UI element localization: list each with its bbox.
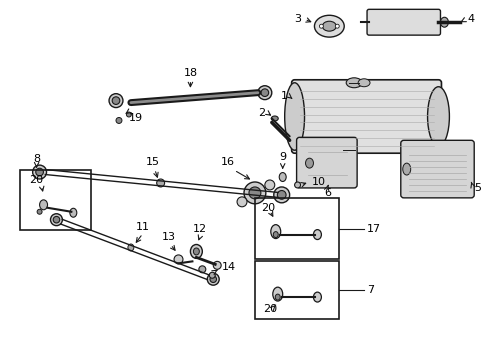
- Text: 2: 2: [257, 108, 264, 117]
- Circle shape: [36, 168, 43, 176]
- Text: 10: 10: [311, 177, 325, 187]
- Text: 11: 11: [136, 222, 149, 231]
- Ellipse shape: [313, 230, 321, 239]
- Ellipse shape: [357, 79, 369, 87]
- Ellipse shape: [273, 231, 278, 238]
- Ellipse shape: [40, 200, 47, 210]
- Ellipse shape: [213, 261, 221, 269]
- Ellipse shape: [346, 78, 361, 88]
- Bar: [254, 198, 339, 260]
- FancyBboxPatch shape: [366, 9, 440, 35]
- Text: 9: 9: [279, 152, 285, 162]
- Ellipse shape: [284, 83, 304, 150]
- Circle shape: [33, 165, 46, 179]
- Ellipse shape: [305, 158, 313, 168]
- Text: 1: 1: [280, 91, 287, 101]
- Circle shape: [277, 190, 285, 199]
- Text: 7: 7: [366, 285, 373, 295]
- Ellipse shape: [70, 208, 77, 217]
- Ellipse shape: [335, 24, 339, 28]
- Ellipse shape: [126, 112, 131, 117]
- Text: 12: 12: [193, 224, 207, 234]
- Text: 19: 19: [129, 113, 142, 122]
- Text: 20: 20: [29, 175, 43, 185]
- Circle shape: [261, 89, 268, 96]
- Ellipse shape: [272, 287, 282, 301]
- Ellipse shape: [271, 116, 278, 121]
- Circle shape: [273, 187, 289, 203]
- Text: 13: 13: [161, 231, 175, 242]
- Ellipse shape: [322, 21, 336, 31]
- Ellipse shape: [237, 197, 246, 207]
- Ellipse shape: [402, 163, 410, 175]
- Text: 15: 15: [145, 157, 160, 167]
- Ellipse shape: [275, 294, 280, 300]
- Circle shape: [112, 97, 120, 104]
- Text: 5: 5: [473, 183, 480, 193]
- Bar: [254, 261, 339, 319]
- Ellipse shape: [279, 172, 285, 181]
- FancyBboxPatch shape: [296, 137, 356, 188]
- Text: 6: 6: [323, 188, 330, 198]
- Ellipse shape: [270, 225, 280, 239]
- Ellipse shape: [193, 248, 199, 255]
- Ellipse shape: [343, 146, 354, 154]
- Ellipse shape: [116, 117, 122, 123]
- Ellipse shape: [209, 272, 215, 278]
- Ellipse shape: [128, 244, 134, 251]
- Ellipse shape: [440, 17, 447, 27]
- Text: 8: 8: [33, 154, 40, 164]
- Circle shape: [53, 216, 60, 223]
- FancyBboxPatch shape: [291, 80, 441, 153]
- Ellipse shape: [248, 187, 260, 199]
- Text: 3: 3: [294, 14, 301, 24]
- Ellipse shape: [199, 266, 205, 273]
- Ellipse shape: [427, 87, 448, 146]
- Text: 17: 17: [366, 224, 380, 234]
- Circle shape: [209, 276, 216, 283]
- Ellipse shape: [156, 179, 164, 187]
- Ellipse shape: [190, 244, 202, 258]
- Ellipse shape: [244, 182, 265, 204]
- Ellipse shape: [313, 292, 321, 302]
- Circle shape: [207, 273, 219, 285]
- Ellipse shape: [37, 209, 42, 214]
- Circle shape: [257, 86, 271, 100]
- Text: 18: 18: [183, 68, 197, 78]
- Ellipse shape: [174, 255, 183, 264]
- Text: 14: 14: [222, 262, 236, 272]
- Circle shape: [109, 94, 122, 108]
- Circle shape: [50, 214, 62, 226]
- Ellipse shape: [264, 180, 274, 190]
- Bar: [20, 170, 91, 230]
- Text: 16: 16: [221, 157, 235, 167]
- Text: 20: 20: [262, 304, 276, 314]
- Text: 4: 4: [467, 14, 473, 24]
- Ellipse shape: [294, 182, 300, 188]
- Ellipse shape: [319, 24, 323, 28]
- Text: 20: 20: [260, 203, 274, 213]
- Ellipse shape: [314, 15, 344, 37]
- FancyBboxPatch shape: [400, 140, 473, 198]
